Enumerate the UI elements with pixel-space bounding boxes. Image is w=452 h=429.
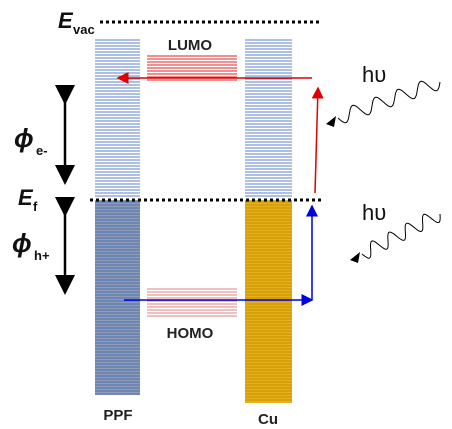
photon-top-wave <box>337 80 441 124</box>
photon-bottom-label: hυ <box>362 200 386 225</box>
photon-top-head <box>326 116 336 127</box>
phi-h-symbol: ϕ <box>12 228 32 258</box>
cu-label: Cu <box>258 411 278 428</box>
phi-e-symbol: ϕ <box>14 123 34 153</box>
photon-top-label: hυ <box>362 62 386 87</box>
phi-e-subscript: e- <box>36 143 48 158</box>
lumo-label: LUMO <box>168 37 212 54</box>
evac-symbol: E <box>58 8 74 33</box>
homo-label: HOMO <box>167 325 214 342</box>
ef-subscript: f <box>33 199 38 214</box>
ppf-label: PPF <box>103 407 132 424</box>
photon-bottom-wave <box>361 213 441 259</box>
ef-symbol: E <box>18 185 34 210</box>
evac-subscript: vac <box>73 22 95 37</box>
phi-h-subscript: h+ <box>34 248 50 263</box>
bands <box>95 39 292 403</box>
red-arrow-up <box>311 86 324 194</box>
photon-bottom-head <box>350 252 360 263</box>
